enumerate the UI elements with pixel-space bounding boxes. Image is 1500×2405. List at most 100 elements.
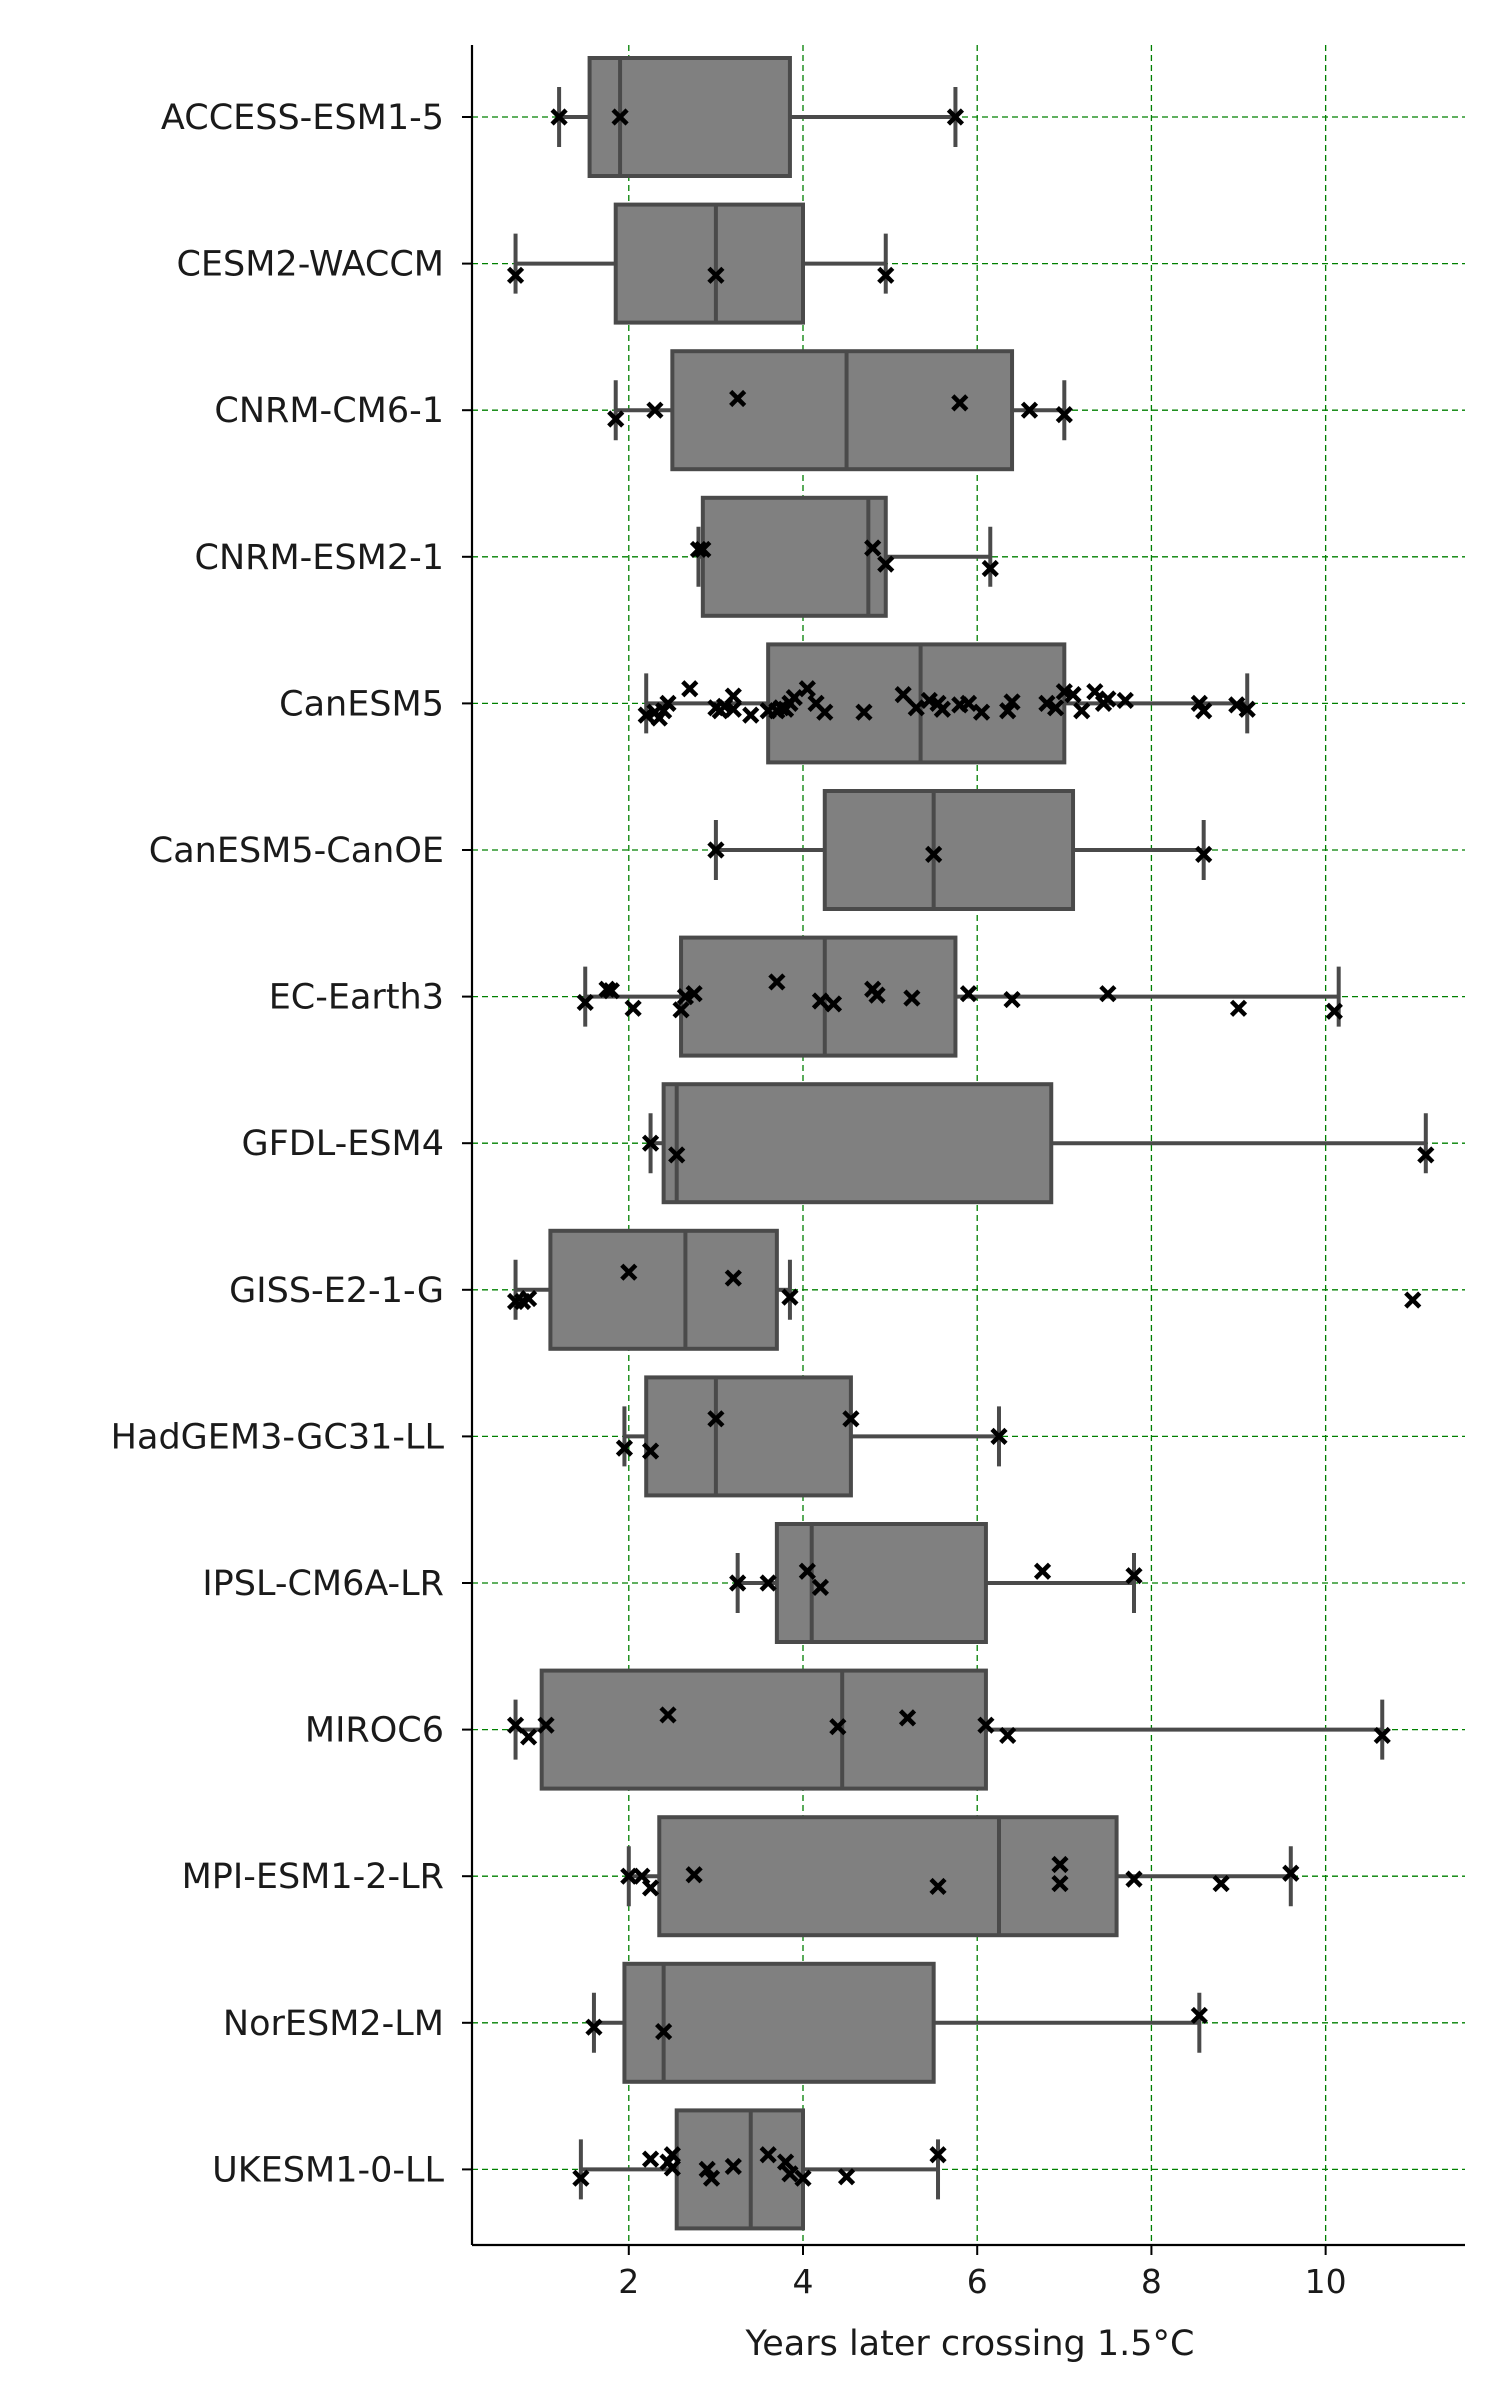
marker-stroke (1099, 985, 1117, 1003)
data-point-marker (1099, 690, 1117, 708)
data-point-marker (1228, 696, 1246, 714)
data-point-marker (1417, 1146, 1435, 1164)
marker-stroke (1282, 1864, 1300, 1882)
data-point-marker (729, 389, 747, 408)
data-point-marker (1190, 2006, 1208, 2025)
marker-stroke (842, 1410, 860, 1428)
marker-stroke (864, 539, 882, 557)
y-tick-label: IPSL-CM6A-LR (202, 1564, 444, 1604)
marker-stroke (702, 2169, 721, 2187)
x-tick-label: 4 (793, 2262, 814, 2301)
marker-stroke (1033, 1562, 1052, 1580)
data-point-marker (959, 985, 978, 1003)
data-point-marker (1033, 1562, 1052, 1580)
data-point-marker (641, 2150, 660, 2168)
marker-stroke (929, 2146, 947, 2164)
data-point-marker (877, 266, 895, 284)
data-point-marker (1116, 691, 1134, 710)
marker-stroke (837, 2168, 856, 2186)
data-point-marker (520, 1290, 538, 1308)
marker-stroke (925, 845, 943, 863)
data-point-marker (798, 1562, 816, 1580)
marker-stroke (689, 540, 708, 559)
data-point-marker (611, 108, 629, 126)
marker-stroke (1099, 690, 1117, 708)
data-point-marker (776, 2153, 795, 2171)
marker-stroke (620, 1867, 638, 1885)
data-point-marker (1038, 694, 1056, 712)
data-point-marker (663, 2159, 681, 2177)
marker-stroke (646, 401, 664, 419)
data-point-marker (1064, 686, 1082, 704)
points-layer (506, 108, 1435, 2187)
data-point-marker (951, 394, 969, 412)
data-point-marker (781, 1288, 799, 1306)
data-point-marker (724, 687, 742, 705)
marker-stroke (794, 2169, 812, 2187)
data-point-marker (933, 700, 951, 718)
marker-stroke (685, 985, 703, 1003)
data-point-marker (1325, 1002, 1343, 1020)
marker-stroke (707, 1410, 725, 1428)
marker-stroke (959, 985, 978, 1003)
marker-stroke (668, 1146, 686, 1164)
marker-stroke (659, 694, 677, 712)
iqr-box (657, 1815, 1119, 1938)
marker-stroke (907, 699, 925, 717)
marker-stroke (1125, 1870, 1143, 1888)
data-point-marker (925, 845, 943, 863)
marker-stroke (655, 2023, 673, 2041)
marker-stroke (1055, 683, 1073, 701)
data-point-marker (694, 540, 712, 559)
data-point-marker (620, 1263, 638, 1281)
data-point-marker (929, 1877, 947, 1896)
data-point-marker (729, 1574, 747, 1592)
marker-stroke (999, 1726, 1017, 1745)
data-point-marker (1195, 845, 1213, 863)
iqr-box (822, 789, 1076, 911)
data-point-marker (999, 702, 1017, 720)
y-tick-label: CESM2-WACCM (176, 245, 444, 285)
data-point-marker (855, 703, 873, 721)
data-point-marker (759, 1574, 777, 1592)
data-point-marker (1282, 1864, 1300, 1882)
iqr-box (774, 1522, 988, 1644)
marker-stroke (685, 1866, 703, 1884)
marker-stroke (707, 266, 725, 284)
marker-stroke (1051, 1855, 1069, 1874)
marker-stroke (663, 2146, 681, 2164)
data-point-marker (506, 1716, 525, 1734)
iqr-box (670, 349, 1015, 472)
data-point-marker (1073, 702, 1091, 720)
marker-stroke (1003, 693, 1021, 711)
marker-stroke (951, 394, 969, 412)
iqr-box (766, 642, 1067, 765)
marker-stroke (807, 694, 825, 712)
data-point-marker (689, 540, 708, 559)
data-point-marker (620, 1867, 638, 1885)
x-tick-label: 8 (1141, 2262, 1162, 2301)
marker-stroke (903, 989, 921, 1007)
marker-stroke (506, 266, 525, 284)
data-point-marker (977, 1716, 995, 1734)
marker-stroke (798, 680, 816, 698)
marker-stroke (933, 700, 951, 718)
marker-stroke (641, 1442, 660, 1460)
data-point-marker (868, 986, 886, 1004)
marker-stroke (894, 686, 912, 704)
data-point-marker (663, 2146, 681, 2164)
x-tick-label: 6 (967, 2262, 988, 2301)
data-point-marker (759, 2146, 777, 2164)
data-point-marker (898, 1709, 917, 1727)
data-point-marker (641, 1442, 660, 1460)
x-tick-label: 2 (618, 2262, 639, 2301)
marker-stroke (946, 108, 965, 126)
data-point-marker (816, 703, 834, 721)
data-point-marker (811, 992, 830, 1010)
data-point-marker (576, 993, 594, 1012)
marker-stroke (990, 1427, 1008, 1445)
marker-stroke (816, 703, 834, 721)
marker-stroke (898, 1709, 917, 1727)
iqr-box (622, 1961, 936, 2084)
data-point-marker (655, 2023, 673, 2041)
